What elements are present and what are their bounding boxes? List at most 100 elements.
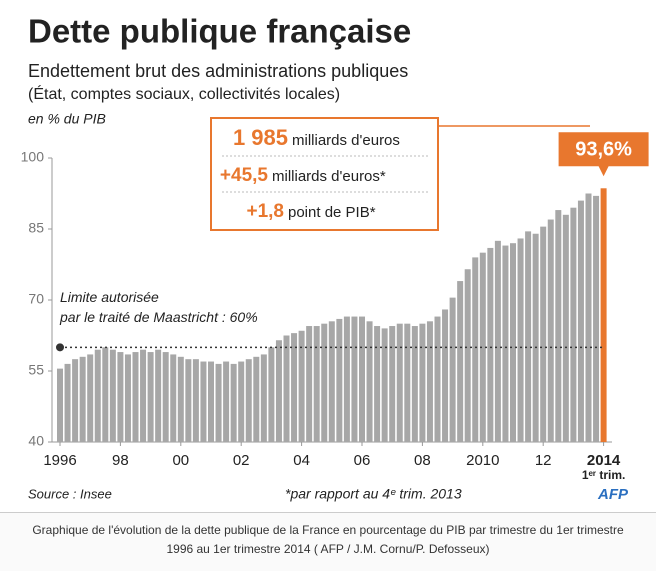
bar	[510, 243, 516, 442]
bar	[562, 214, 569, 442]
bar	[230, 363, 237, 442]
bar	[223, 361, 230, 442]
chart-title: Dette publique française	[28, 13, 411, 50]
bar	[321, 323, 328, 442]
bar	[585, 193, 592, 442]
bar	[449, 297, 456, 442]
y-tick-label: 40	[28, 433, 44, 449]
bar	[487, 247, 494, 442]
bar	[124, 354, 131, 442]
bar	[419, 323, 426, 442]
bar	[72, 359, 79, 442]
x-tick-label: 1996	[43, 452, 76, 469]
bar	[479, 252, 486, 442]
chart: Dette publique française Endettement bru…	[21, 13, 649, 503]
bar	[525, 231, 532, 442]
bar	[283, 335, 290, 442]
bar	[457, 281, 464, 442]
x-tick-label: 00	[172, 452, 189, 469]
x-tick-label: 98	[112, 452, 129, 469]
bar	[170, 354, 177, 442]
info-value: +45,5	[220, 165, 269, 186]
bar	[215, 363, 222, 442]
bar	[540, 226, 547, 442]
subtitle: Endettement brut des administrations pub…	[28, 61, 408, 81]
bar	[434, 316, 441, 442]
bar	[117, 352, 124, 442]
x-tick-label: 2014	[587, 452, 621, 469]
bar	[464, 269, 471, 442]
bar	[253, 356, 260, 442]
reference-dot	[56, 343, 64, 352]
bar	[147, 352, 154, 442]
bar	[494, 240, 501, 442]
bar	[351, 316, 358, 442]
bar	[79, 356, 86, 442]
bar	[547, 219, 554, 442]
value-label-box	[558, 132, 649, 177]
x-tick-label: 08	[414, 452, 431, 469]
bar	[374, 326, 381, 442]
y-tick-label: 100	[21, 149, 45, 165]
bar	[140, 349, 147, 442]
y-label: en % du PIB	[28, 111, 106, 127]
bar	[517, 238, 524, 442]
bar	[472, 257, 479, 442]
x-tick-label: 04	[293, 452, 310, 469]
bar	[57, 368, 63, 442]
bar	[381, 328, 388, 442]
bar	[396, 323, 403, 442]
x-tick-label: 2010	[466, 452, 499, 469]
bar	[555, 210, 562, 442]
bar	[366, 321, 373, 442]
logo: AFP	[597, 486, 629, 503]
bar	[442, 309, 449, 442]
reference-label: par le traité de Maastricht : 60%	[59, 309, 258, 325]
bar	[426, 321, 433, 442]
info-text: milliards d'euros	[292, 132, 400, 149]
bar	[185, 359, 192, 442]
bar	[404, 323, 411, 442]
bar	[245, 359, 252, 442]
bar	[87, 354, 94, 442]
bar	[200, 361, 207, 442]
x-annotation: 1ᵉʳ trim.	[582, 468, 626, 482]
bar	[389, 326, 396, 442]
reference-label: Limite autorisée	[60, 289, 159, 305]
bar	[268, 347, 275, 442]
bar	[291, 333, 298, 442]
bar	[343, 316, 350, 442]
bar	[336, 318, 343, 442]
bar	[600, 188, 607, 442]
bar	[64, 363, 71, 442]
bar	[593, 195, 600, 442]
x-tick-label: 06	[354, 452, 371, 469]
bar	[208, 361, 214, 442]
source: Source : Insee	[28, 486, 112, 501]
bar	[502, 245, 509, 442]
info-value: +1,8	[246, 201, 284, 222]
x-tick-label: 02	[233, 452, 250, 469]
y-tick-label: 55	[28, 362, 44, 378]
bar	[275, 340, 282, 442]
bar	[570, 207, 577, 442]
caption: Graphique de l'évolution de la dette pub…	[0, 512, 656, 571]
bar	[192, 359, 199, 442]
x-tick-label: 12	[535, 452, 552, 469]
bar	[359, 316, 365, 442]
bar	[260, 354, 267, 442]
info-box	[210, 117, 439, 231]
info-text: point de PIB*	[288, 204, 376, 221]
bar	[132, 352, 139, 442]
bar	[155, 349, 162, 442]
bar	[577, 200, 584, 442]
bar	[94, 349, 101, 442]
value-label: 93,6%	[575, 139, 632, 161]
subtitle: (État, comptes sociaux, collectivités lo…	[28, 84, 340, 103]
bar	[109, 349, 116, 442]
bar	[298, 330, 305, 442]
y-tick-label: 70	[28, 291, 44, 307]
y-tick-label: 85	[28, 220, 44, 236]
bar	[177, 356, 184, 442]
